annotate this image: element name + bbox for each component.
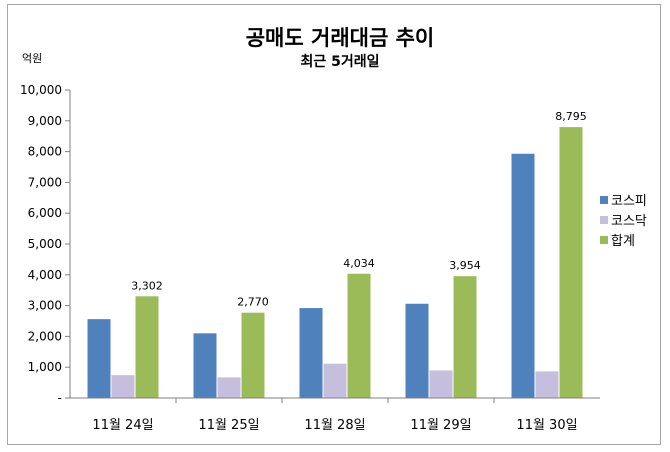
bar-코스피 bbox=[405, 303, 429, 398]
chart-subtitle: 최근 5거래일 bbox=[300, 54, 379, 70]
bar-코스닥 bbox=[535, 371, 559, 398]
legend-label: 코스닥 bbox=[611, 214, 647, 229]
y-tick-label: - bbox=[58, 391, 62, 405]
bar-합계 bbox=[347, 273, 371, 398]
x-tick-label: 11월 30일 bbox=[516, 418, 577, 433]
chart-title: 공매도 거래대금 추이 bbox=[246, 26, 435, 50]
y-tick-label: 4,000 bbox=[28, 268, 62, 282]
y-tick-label: 1,000 bbox=[28, 360, 62, 374]
legend-label: 합계 bbox=[611, 234, 635, 249]
x-tick-label: 11월 24일 bbox=[92, 418, 153, 433]
legend-label: 코스피 bbox=[611, 194, 647, 209]
bar-합계 bbox=[453, 276, 477, 398]
bar-코스닥 bbox=[111, 375, 135, 398]
legend-swatch bbox=[600, 196, 608, 204]
bar-코스피 bbox=[511, 153, 535, 398]
y-axis-unit: 억원 bbox=[22, 52, 42, 65]
y-tick-label: 7,000 bbox=[28, 175, 62, 189]
y-tick-label: 5,000 bbox=[28, 237, 62, 251]
legend-swatch bbox=[600, 216, 608, 224]
x-tick-label: 11월 28일 bbox=[304, 418, 365, 433]
bar-코스닥 bbox=[429, 370, 453, 398]
y-tick-label: 9,000 bbox=[28, 114, 62, 128]
y-tick-label: 10,000 bbox=[20, 83, 62, 97]
bar-코스닥 bbox=[323, 363, 347, 398]
bar-코스피 bbox=[193, 333, 217, 398]
legend-swatch bbox=[600, 236, 608, 244]
y-tick-label: 8,000 bbox=[28, 145, 62, 159]
y-tick-label: 6,000 bbox=[28, 206, 62, 220]
data-label: 4,034 bbox=[343, 257, 375, 270]
y-tick-label: 2,000 bbox=[28, 329, 62, 343]
bar-합계 bbox=[135, 296, 159, 398]
y-tick-label: 3,000 bbox=[28, 299, 62, 313]
bar-합계 bbox=[241, 312, 265, 398]
bar-합계 bbox=[559, 127, 583, 398]
bar-코스닥 bbox=[217, 377, 241, 398]
x-tick-label: 11월 25일 bbox=[198, 418, 259, 433]
x-tick-label: 11월 29일 bbox=[410, 418, 471, 433]
bar-코스피 bbox=[87, 319, 111, 398]
data-label: 2,770 bbox=[237, 296, 269, 309]
data-label: 3,302 bbox=[131, 279, 163, 292]
data-label: 3,954 bbox=[449, 259, 481, 272]
bar-코스피 bbox=[299, 308, 323, 398]
data-label: 8,795 bbox=[555, 110, 587, 123]
